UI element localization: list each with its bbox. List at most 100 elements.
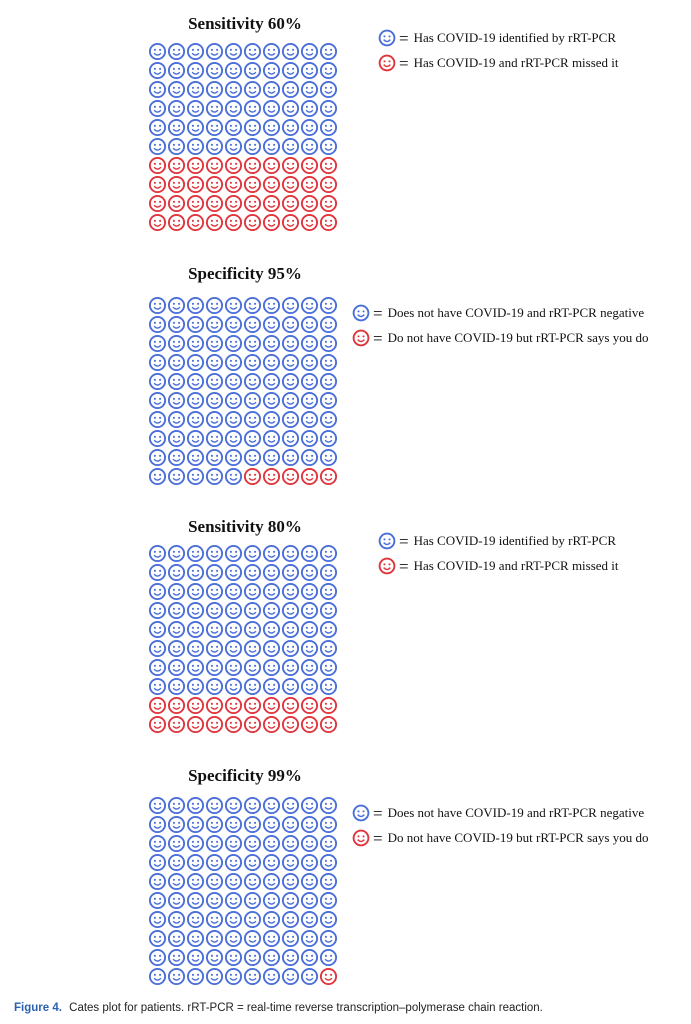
blue-smiley-icon: [281, 872, 300, 891]
blue-smiley-icon: [243, 796, 262, 815]
blue-smiley-icon: [300, 967, 319, 986]
red-smiley-icon: [243, 175, 262, 194]
blue-smiley-icon: [205, 872, 224, 891]
red-smiley-icon: [167, 175, 186, 194]
blue-smiley-icon: [281, 639, 300, 658]
caption-text: Cates plot for patients. rRT-PCR = real-…: [69, 1002, 543, 1014]
red-smiley-icon: [281, 194, 300, 213]
blue-smiley-icon: [281, 948, 300, 967]
red-smiley-icon: [378, 54, 396, 72]
blue-smiley-icon: [281, 967, 300, 986]
blue-smiley-icon: [186, 334, 205, 353]
red-smiley-icon: [319, 213, 338, 232]
blue-smiley-icon: [281, 410, 300, 429]
blue-smiley-icon: [378, 532, 396, 550]
red-smiley-icon: [352, 829, 370, 847]
blue-smiley-icon: [224, 563, 243, 582]
blue-smiley-icon: [243, 80, 262, 99]
blue-smiley-icon: [243, 853, 262, 872]
red-smiley-icon: [205, 696, 224, 715]
blue-smiley-icon: [148, 99, 167, 118]
blue-smiley-icon: [243, 967, 262, 986]
blue-smiley-icon: [281, 815, 300, 834]
blue-smiley-icon: [378, 29, 396, 47]
red-smiley-icon: [243, 715, 262, 734]
blue-smiley-icon: [167, 967, 186, 986]
blue-smiley-icon: [148, 467, 167, 486]
blue-smiley-icon: [167, 42, 186, 61]
blue-smiley-icon: [148, 948, 167, 967]
blue-smiley-icon: [186, 42, 205, 61]
blue-smiley-icon: [319, 448, 338, 467]
blue-smiley-icon: [319, 61, 338, 80]
red-smiley-icon: [281, 467, 300, 486]
blue-smiley-icon: [148, 677, 167, 696]
blue-smiley-icon: [148, 853, 167, 872]
blue-smiley-icon: [281, 677, 300, 696]
blue-smiley-icon: [262, 137, 281, 156]
blue-smiley-icon: [224, 601, 243, 620]
blue-smiley-icon: [186, 372, 205, 391]
blue-smiley-icon: [186, 639, 205, 658]
blue-smiley-icon: [224, 658, 243, 677]
blue-smiley-icon: [243, 601, 262, 620]
blue-smiley-icon: [167, 118, 186, 137]
blue-smiley-icon: [262, 99, 281, 118]
blue-smiley-icon: [262, 910, 281, 929]
blue-smiley-icon: [300, 61, 319, 80]
blue-smiley-icon: [300, 429, 319, 448]
blue-smiley-icon: [319, 563, 338, 582]
blue-smiley-icon: [205, 448, 224, 467]
red-smiley-icon: [300, 175, 319, 194]
blue-smiley-icon: [205, 796, 224, 815]
blue-smiley-icon: [186, 80, 205, 99]
blue-smiley-icon: [300, 80, 319, 99]
blue-smiley-icon: [300, 296, 319, 315]
red-smiley-icon: [262, 213, 281, 232]
blue-smiley-icon: [148, 544, 167, 563]
legend-item-false-positive: = Do not have COVID-19 but rRT-PCR says …: [352, 329, 649, 347]
blue-smiley-icon: [186, 967, 205, 986]
blue-smiley-icon: [205, 80, 224, 99]
blue-smiley-icon: [300, 601, 319, 620]
blue-smiley-icon: [167, 891, 186, 910]
blue-smiley-icon: [167, 448, 186, 467]
blue-smiley-icon: [167, 948, 186, 967]
red-smiley-icon: [205, 156, 224, 175]
blue-smiley-icon: [186, 61, 205, 80]
red-smiley-icon: [281, 175, 300, 194]
blue-smiley-icon: [224, 929, 243, 948]
red-smiley-icon: [243, 156, 262, 175]
smiley-face-icon: [378, 29, 396, 47]
blue-smiley-icon: [186, 677, 205, 696]
blue-smiley-icon: [319, 353, 338, 372]
blue-smiley-icon: [148, 639, 167, 658]
blue-smiley-icon: [319, 137, 338, 156]
blue-smiley-icon: [205, 544, 224, 563]
blue-smiley-icon: [281, 99, 300, 118]
blue-smiley-icon: [186, 429, 205, 448]
blue-smiley-icon: [224, 353, 243, 372]
blue-smiley-icon: [243, 639, 262, 658]
red-smiley-icon: [167, 715, 186, 734]
blue-smiley-icon: [300, 853, 319, 872]
blue-smiley-icon: [167, 334, 186, 353]
blue-smiley-icon: [205, 929, 224, 948]
blue-smiley-icon: [205, 61, 224, 80]
blue-smiley-icon: [167, 582, 186, 601]
blue-smiley-icon: [262, 334, 281, 353]
blue-smiley-icon: [224, 815, 243, 834]
blue-smiley-icon: [148, 334, 167, 353]
blue-smiley-icon: [148, 872, 167, 891]
blue-smiley-icon: [205, 910, 224, 929]
blue-smiley-icon: [243, 563, 262, 582]
blue-smiley-icon: [319, 118, 338, 137]
blue-smiley-icon: [167, 601, 186, 620]
red-smiley-icon: [300, 715, 319, 734]
blue-smiley-icon: [243, 372, 262, 391]
legend: = Does not have COVID-19 and rRT-PCR neg…: [352, 304, 649, 354]
blue-smiley-icon: [205, 967, 224, 986]
blue-smiley-icon: [319, 582, 338, 601]
blue-smiley-icon: [281, 80, 300, 99]
blue-smiley-icon: [243, 658, 262, 677]
